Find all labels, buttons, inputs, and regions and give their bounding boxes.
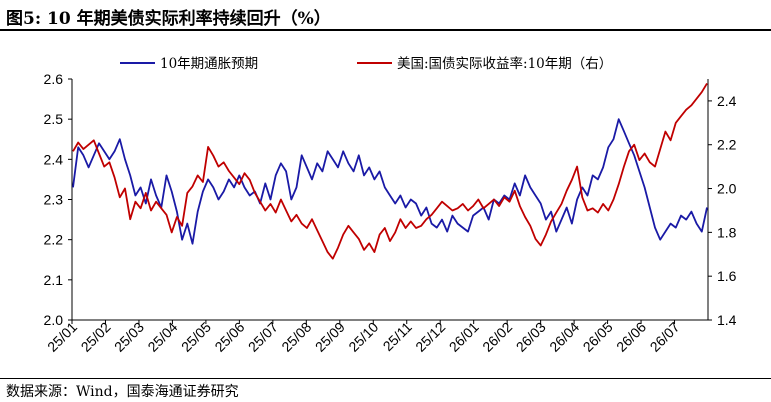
x-tick-label: 25/03 [111,319,147,355]
x-tick-label: 25/07 [245,319,281,355]
y-tick-label-left: 2.5 [44,111,64,127]
y-tick-label-left: 2.1 [44,272,64,288]
x-tick-label: 25/09 [312,319,348,355]
legend-label-real-yield: 美国:国债实际收益率:10年期（右） [397,55,612,72]
x-tick-label: 26/07 [647,319,683,355]
y-tick-label-right: 1.4 [717,312,737,328]
x-tick-label: 25/12 [412,319,448,355]
plot-area [72,82,708,260]
x-tick-label: 25/04 [144,319,180,355]
y-tick-label-left: 2.2 [44,232,64,248]
y-tick-label-right: 2.4 [717,93,737,109]
chart-title: 图5: 10 年期美债实际利率持续回升（%） [6,9,331,29]
y-tick-label-right: 1.6 [717,268,737,284]
source-note: 数据来源：Wind，国泰海通证券研究 [6,384,239,400]
y-tick-label-left: 2.4 [44,151,64,167]
x-tick-label: 26/02 [479,319,515,355]
x-tick-label: 25/10 [345,319,381,355]
legend-label-inflation: 10年期通胀预期 [160,56,258,72]
y-tick-label-right: 2.0 [717,181,737,197]
y-tick-label-left: 2.0 [44,312,64,328]
y-tick-label-right: 2.2 [717,137,737,153]
x-tick-label: 25/02 [77,319,113,355]
legend: 10年期通胀预期 美国:国债实际收益率:10年期（右） [120,55,612,72]
x-tick-label: 25/05 [178,319,214,355]
y-tick-label-left: 2.3 [44,192,64,208]
series-line-real-yield [72,82,708,260]
x-tick-label: 25/11 [380,319,416,355]
x-tick-label: 26/06 [613,319,649,355]
x-tick-label: 26/05 [580,319,616,355]
title-rule [0,29,771,31]
axes: 2.0 2.1 2.2 2.3 2.4 2.5 2.6 1.4 1.6 1.8 2.0 2.2 2.4 2… [44,71,737,355]
series-line-inflation-expectation [72,118,708,245]
footer-rule [0,378,771,379]
y-tick-label-left: 2.6 [44,71,64,87]
y-tick-label-right: 1.8 [717,224,737,240]
x-tick-label: 26/01 [446,319,482,355]
x-tick-label: 26/03 [513,319,549,355]
x-tick-label: 26/04 [546,319,582,355]
x-tick-label: 25/08 [278,319,314,355]
x-tick-label: 25/06 [211,319,247,355]
